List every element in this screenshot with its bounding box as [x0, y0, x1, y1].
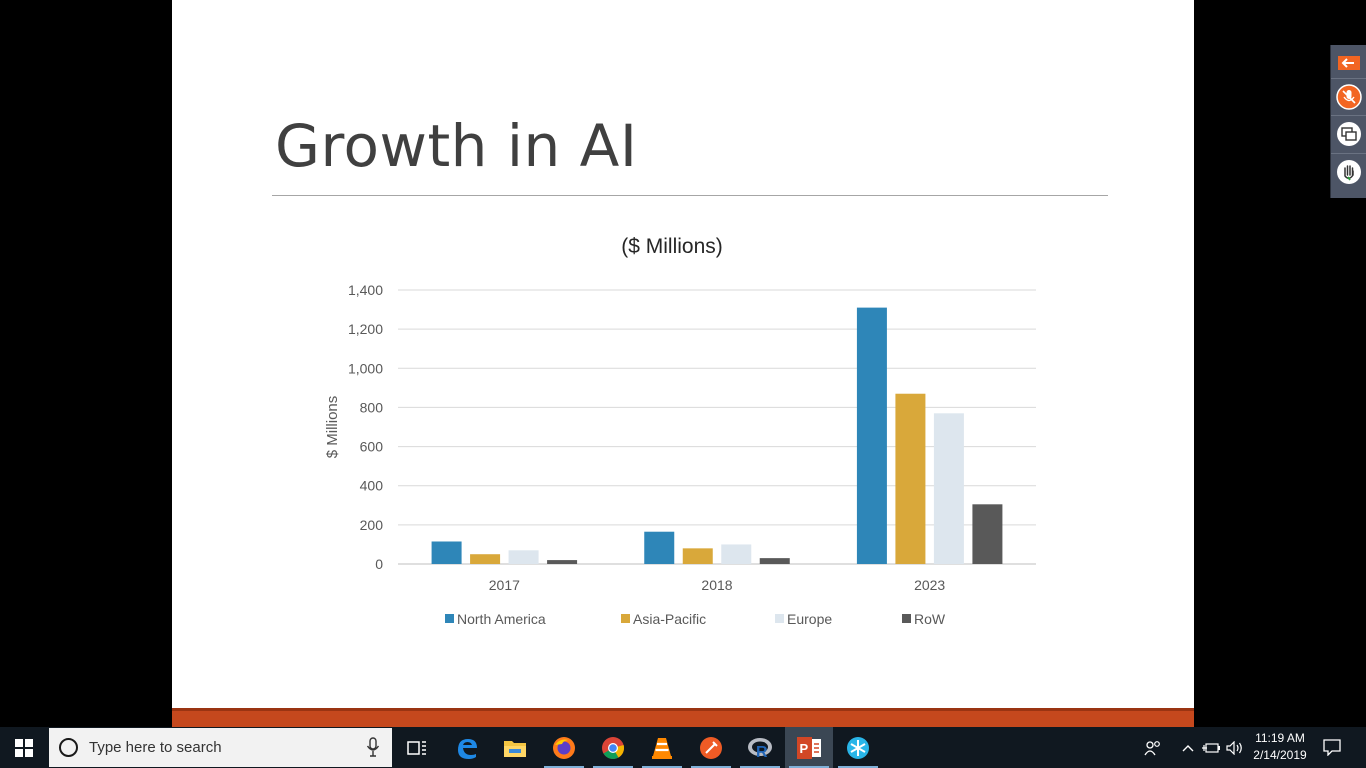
clock-time: 11:19 AM	[1255, 731, 1305, 745]
y-tick-label: 0	[375, 556, 383, 572]
legend-label: Asia-Pacific	[633, 611, 706, 627]
chart-bars	[431, 307, 1003, 564]
microphone-icon[interactable]	[366, 737, 380, 757]
vlc-button[interactable]	[638, 727, 686, 768]
powerpoint-button[interactable]: P	[785, 727, 833, 768]
y-tick-label: 600	[360, 439, 384, 455]
svg-text:R: R	[756, 744, 768, 760]
y-tick-label: 1,400	[348, 282, 383, 298]
back-arrow-button[interactable]	[1331, 47, 1366, 79]
edge-icon	[458, 738, 477, 759]
legend-item-asia-pacific: Asia-Pacific	[621, 611, 706, 627]
windows-taskbar: Type here to search	[0, 727, 1366, 768]
vlc-icon	[652, 737, 672, 759]
chevron-up-icon	[1182, 744, 1194, 751]
title-divider	[272, 195, 1108, 196]
file-explorer-button[interactable]	[491, 727, 539, 768]
snowflake-app-icon	[847, 736, 869, 759]
bar-north-america-2018	[644, 531, 675, 564]
y-tick-label: 200	[360, 517, 384, 533]
presentation-slide: Growth in AI ($ Millions) $ Millions 0 20…	[172, 0, 1194, 727]
legend-item-row: RoW	[902, 611, 946, 627]
chrome-button[interactable]	[589, 727, 637, 768]
chart-gridlines	[398, 289, 1036, 565]
bar-asia-pacific-2018	[682, 548, 713, 564]
bar-row-2023	[972, 504, 1003, 564]
bar-europe-2017	[508, 550, 539, 564]
y-tick-label: 800	[360, 399, 384, 415]
svg-text:P: P	[800, 741, 809, 756]
snowflake-app-button[interactable]	[834, 727, 882, 768]
y-tick-label: 1,200	[348, 321, 383, 337]
legend-item-north-america: North America	[445, 611, 546, 627]
taskbar-search-box[interactable]: Type here to search	[49, 728, 392, 767]
powerpoint-icon: P	[797, 736, 821, 759]
legend-label: Europe	[787, 611, 832, 627]
chrome-icon	[602, 736, 625, 759]
screen-share-button[interactable]	[1331, 115, 1366, 151]
x-tick-label: 2018	[701, 577, 732, 593]
bar-europe-2018	[721, 544, 752, 564]
legend-swatch	[445, 614, 454, 623]
bar-row-2018	[759, 558, 790, 564]
task-view-button[interactable]	[393, 727, 441, 768]
cortana-icon	[59, 738, 78, 757]
raise-hand-icon	[1337, 159, 1361, 184]
chart-legend: North America Asia-Pacific Europe RoW	[445, 611, 946, 627]
edge-button[interactable]	[443, 727, 491, 768]
x-tick-label: 2017	[489, 577, 520, 593]
r-app-button[interactable]: R	[736, 727, 784, 768]
postman-button[interactable]	[687, 727, 735, 768]
slide-title: Growth in AI	[275, 112, 638, 180]
r-icon: R	[748, 737, 772, 760]
presentation-toolbar	[1330, 45, 1366, 198]
bar-row-2017	[547, 560, 578, 564]
legend-swatch	[902, 614, 911, 623]
bar-asia-pacific-2017	[470, 554, 501, 564]
slide-footer-bar	[172, 708, 1194, 727]
firefox-icon	[553, 736, 575, 759]
taskbar-clock[interactable]: 11:19 AM 2/14/2019	[1248, 730, 1312, 764]
start-button[interactable]	[0, 727, 48, 768]
task-view-icon	[407, 740, 426, 755]
bar-europe-2023	[933, 413, 964, 564]
raise-hand-button[interactable]	[1331, 153, 1366, 189]
battery-button[interactable]	[1200, 727, 1222, 768]
action-center-button[interactable]	[1316, 727, 1348, 768]
people-button[interactable]	[1140, 727, 1166, 768]
legend-label: North America	[457, 611, 546, 627]
mic-mute-icon	[1336, 83, 1362, 110]
x-tick-labels: 2017 2018 2023	[489, 577, 946, 593]
people-icon	[1144, 740, 1160, 755]
firefox-button[interactable]	[540, 727, 588, 768]
file-explorer-icon	[504, 740, 526, 757]
show-hidden-icons-button[interactable]	[1178, 727, 1198, 768]
legend-label: RoW	[914, 611, 946, 627]
bar-north-america-2023	[856, 307, 887, 564]
bar-asia-pacific-2023	[895, 393, 926, 564]
legend-swatch	[775, 614, 784, 623]
postman-icon	[700, 736, 722, 759]
legend-swatch	[621, 614, 630, 623]
battery-plug-icon	[1202, 742, 1220, 753]
y-tick-labels: 0 200 400 600 800 1,000 1,200 1,400	[348, 282, 383, 572]
x-tick-label: 2023	[914, 577, 945, 593]
screen-share-icon	[1337, 121, 1361, 146]
back-arrow-icon	[1338, 56, 1360, 70]
y-tick-label: 1,000	[348, 360, 383, 376]
chart-title: ($ Millions)	[621, 235, 723, 258]
legend-item-europe: Europe	[775, 611, 832, 627]
y-tick-label: 400	[360, 478, 384, 494]
windows-logo-icon	[15, 738, 33, 757]
bar-north-america-2017	[431, 541, 462, 564]
volume-button[interactable]	[1224, 727, 1246, 768]
bar-chart: ($ Millions) $ Millions 0 200 400 600 800 1,0…	[324, 235, 1036, 627]
mic-mute-button[interactable]	[1331, 78, 1366, 114]
notification-icon	[1323, 739, 1341, 756]
search-placeholder: Type here to search	[89, 739, 222, 756]
y-axis-label: $ Millions	[324, 396, 341, 459]
clock-date: 2/14/2019	[1253, 748, 1307, 762]
speaker-icon	[1226, 740, 1242, 755]
